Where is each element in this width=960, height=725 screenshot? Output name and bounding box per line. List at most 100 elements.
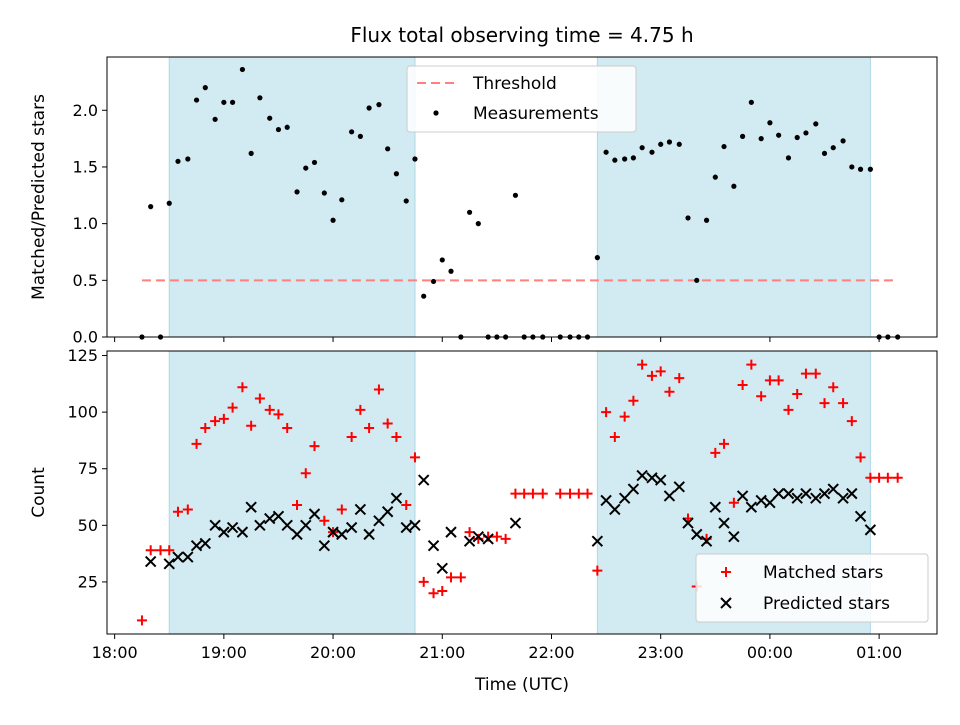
predicted-star-point (591, 535, 604, 547)
predicted-star-point (846, 487, 858, 500)
predicted-star-point (810, 492, 822, 504)
predicted-star-point (854, 510, 867, 522)
measurement-point (857, 166, 864, 172)
matched-star-point (210, 416, 221, 427)
predicted-star-point (509, 517, 522, 529)
matched-star-point (764, 375, 775, 386)
measurement-point (349, 129, 355, 135)
measurement-point (813, 121, 819, 127)
matched-star-point (609, 432, 620, 443)
matched-star-point (200, 422, 211, 433)
matched-star-point (510, 488, 521, 499)
predicted-star-point (827, 483, 839, 495)
measurement-point (794, 134, 800, 141)
measurement-point (758, 136, 764, 142)
predicted-star-point (837, 492, 849, 504)
matched-star-point (655, 366, 666, 377)
x-tick-label: 01:00 (856, 643, 902, 662)
matched-star-point (336, 504, 347, 515)
predicted-star-point (409, 519, 421, 532)
matched-star-point (874, 472, 885, 483)
measurement-point (439, 257, 445, 263)
matched-star-point (783, 404, 794, 415)
chart-panel-2: 25 50 75 100 125 18:00 19:00 20:00 21:00 22:00 23:… (29, 346, 938, 695)
measurement-point (867, 166, 873, 172)
predicted-star-point (609, 503, 621, 516)
predicted-star-point (618, 492, 631, 504)
predicted-star-point (199, 537, 211, 550)
matched-star-point (254, 393, 265, 404)
predicted-star-point (463, 535, 476, 547)
predicted-star-point (400, 521, 412, 534)
measurement-point (221, 99, 227, 105)
axes-frame (106, 56, 938, 338)
matched-star-point (319, 515, 330, 526)
legend-label: Matched stars (763, 563, 883, 583)
matched-star-point (309, 441, 320, 452)
y-axis-label: Matched/Predicted stars (29, 94, 49, 300)
measurement-point (376, 102, 382, 108)
y-tick-label: 75 (78, 459, 98, 478)
predicted-star-point (272, 510, 285, 522)
matched-star-point (773, 375, 784, 386)
measurement-point (649, 149, 655, 155)
predicted-star-point (291, 528, 303, 541)
predicted-star-point (373, 515, 385, 527)
predicted-star-point (390, 492, 403, 504)
x-tick-label: 18:00 (92, 643, 138, 662)
x-tick-label: 20:00 (310, 643, 356, 662)
measurement-point (666, 139, 673, 145)
measurement-point (166, 200, 172, 206)
measurement-point (239, 66, 246, 73)
predicted-star-point (472, 530, 485, 543)
measurement-point (622, 156, 628, 162)
legend-box (406, 65, 637, 133)
matched-star-point (728, 497, 739, 508)
matched-star-point (592, 565, 603, 576)
measurement-point (393, 171, 400, 177)
y-tick-label: 125 (67, 346, 98, 365)
y-tick-label: 2.0 (73, 101, 98, 120)
matched-star-point (346, 432, 357, 443)
predicted-star-point (646, 472, 658, 484)
predicted-star-point (600, 494, 612, 507)
matched-star-point (237, 382, 248, 393)
matched-star-point (628, 395, 639, 406)
measurement-point (685, 215, 691, 221)
predicted-star-point (308, 508, 321, 520)
predicted-star-point (144, 555, 157, 568)
legend-box (695, 553, 929, 623)
predicted-star-point (336, 528, 348, 541)
measurement-point (703, 217, 710, 223)
matched-star-point (646, 370, 657, 381)
y-tick-label: 1.5 (73, 157, 98, 176)
matched-star-point (155, 545, 166, 556)
measurement-point (148, 204, 154, 210)
observing-window-shade (168, 350, 416, 635)
legend-measurement-swatch (433, 110, 439, 116)
y-axis-label: Count (29, 467, 49, 518)
matched-star-point (582, 488, 593, 499)
measurement-point (202, 85, 208, 91)
matched-star-point (491, 531, 502, 542)
predicted-star-point (764, 496, 776, 509)
x-tick-label: 22:00 (528, 643, 574, 662)
predicted-star-point (381, 506, 394, 518)
x-tick-label: 00:00 (747, 643, 793, 662)
measurement-point (448, 268, 454, 274)
observing-window-shade (168, 56, 416, 338)
measurement-point (767, 120, 773, 126)
y-tick-label: 50 (78, 516, 98, 535)
measurement-point (658, 141, 664, 147)
measurement-point (421, 293, 427, 299)
predicted-star-point (782, 487, 795, 500)
predicted-star-point (663, 490, 676, 502)
predicted-star-point (245, 501, 257, 513)
measurement-point (366, 105, 372, 111)
predicted-star-point (300, 519, 312, 532)
predicted-star-point (818, 487, 831, 500)
matched-star-point (674, 373, 685, 384)
measurement-point (466, 209, 473, 215)
axes-frame (106, 350, 938, 635)
